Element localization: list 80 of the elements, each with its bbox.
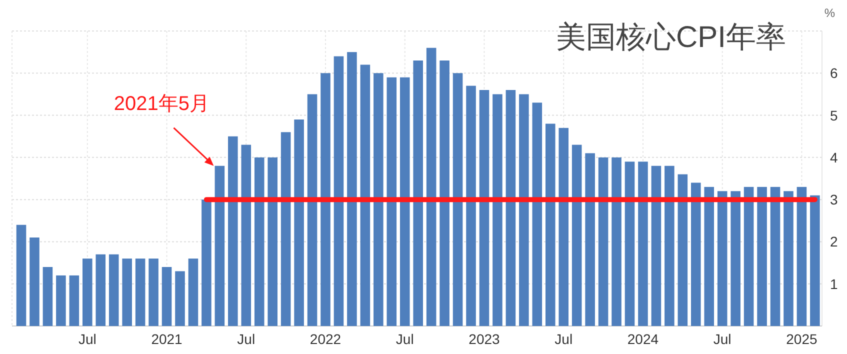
bar xyxy=(400,77,410,326)
bar xyxy=(426,48,436,326)
bar xyxy=(228,136,238,326)
bar xyxy=(796,186,807,326)
bar xyxy=(532,102,542,326)
bar xyxy=(466,86,476,326)
bar xyxy=(162,267,172,326)
bar xyxy=(413,60,423,326)
bar xyxy=(96,254,106,326)
bar xyxy=(214,166,225,326)
bar xyxy=(691,182,701,326)
bar xyxy=(744,186,754,326)
bar xyxy=(254,157,264,326)
bar xyxy=(69,275,80,326)
x-tick-label: 2024 xyxy=(627,331,659,347)
x-tick-label: Jul xyxy=(78,331,96,347)
bar xyxy=(572,144,582,326)
bar xyxy=(506,90,516,326)
chart-title: 美国核心CPI年率 xyxy=(556,21,786,54)
bar xyxy=(374,73,384,326)
bar xyxy=(135,258,146,326)
bar xyxy=(624,162,635,326)
bar xyxy=(598,157,608,326)
bar xyxy=(42,267,53,326)
bar xyxy=(678,174,688,326)
bar xyxy=(320,73,330,326)
x-tick-label: 2022 xyxy=(310,331,342,347)
y-tick-label: 2 xyxy=(830,234,838,250)
bar xyxy=(188,258,198,326)
y-axis-title: % xyxy=(824,6,836,20)
bar xyxy=(651,166,662,326)
x-tick-label: Jul xyxy=(396,331,414,347)
bar xyxy=(386,77,397,326)
x-tick-label: Jul xyxy=(713,331,732,347)
bar xyxy=(268,157,278,326)
bar xyxy=(612,157,622,326)
bar xyxy=(175,271,185,326)
bar xyxy=(122,258,132,326)
bar xyxy=(545,124,556,326)
bar xyxy=(280,132,291,326)
bar xyxy=(16,224,26,326)
x-tick-label: 2025 xyxy=(786,331,818,347)
bar xyxy=(558,128,569,326)
bar xyxy=(307,94,318,326)
bar xyxy=(770,186,780,326)
bar xyxy=(108,254,119,326)
bar xyxy=(334,56,344,326)
bar xyxy=(294,120,304,326)
bar xyxy=(440,60,450,326)
bar xyxy=(730,191,740,326)
bar xyxy=(56,275,66,326)
bar xyxy=(704,186,714,326)
x-tick-label: Jul xyxy=(554,331,573,347)
bar xyxy=(810,195,820,326)
bar xyxy=(479,90,490,326)
bar xyxy=(360,64,370,326)
bar xyxy=(347,52,357,326)
y-tick-label: 3 xyxy=(830,192,838,208)
bar xyxy=(148,258,158,326)
y-tick-label: 6 xyxy=(830,65,838,82)
y-tick-label: 1 xyxy=(830,276,838,292)
bar xyxy=(202,200,212,326)
bar xyxy=(519,94,529,326)
bar xyxy=(717,191,728,326)
bar xyxy=(492,94,502,326)
bar xyxy=(30,238,40,326)
y-tick-label: 4 xyxy=(830,149,838,166)
annotation: 2021年5月 xyxy=(114,92,210,115)
x-tick-label: 2023 xyxy=(468,331,500,347)
bar xyxy=(757,186,767,326)
bar xyxy=(585,153,595,326)
x-tick-label: 2021 xyxy=(151,331,183,347)
x-tick-label: Jul xyxy=(237,331,256,347)
bar xyxy=(452,73,463,326)
bar xyxy=(638,162,648,326)
y-tick-label: 5 xyxy=(830,107,838,124)
bar xyxy=(664,166,674,326)
bar xyxy=(82,258,92,326)
bar xyxy=(784,191,794,326)
bar xyxy=(241,144,252,326)
